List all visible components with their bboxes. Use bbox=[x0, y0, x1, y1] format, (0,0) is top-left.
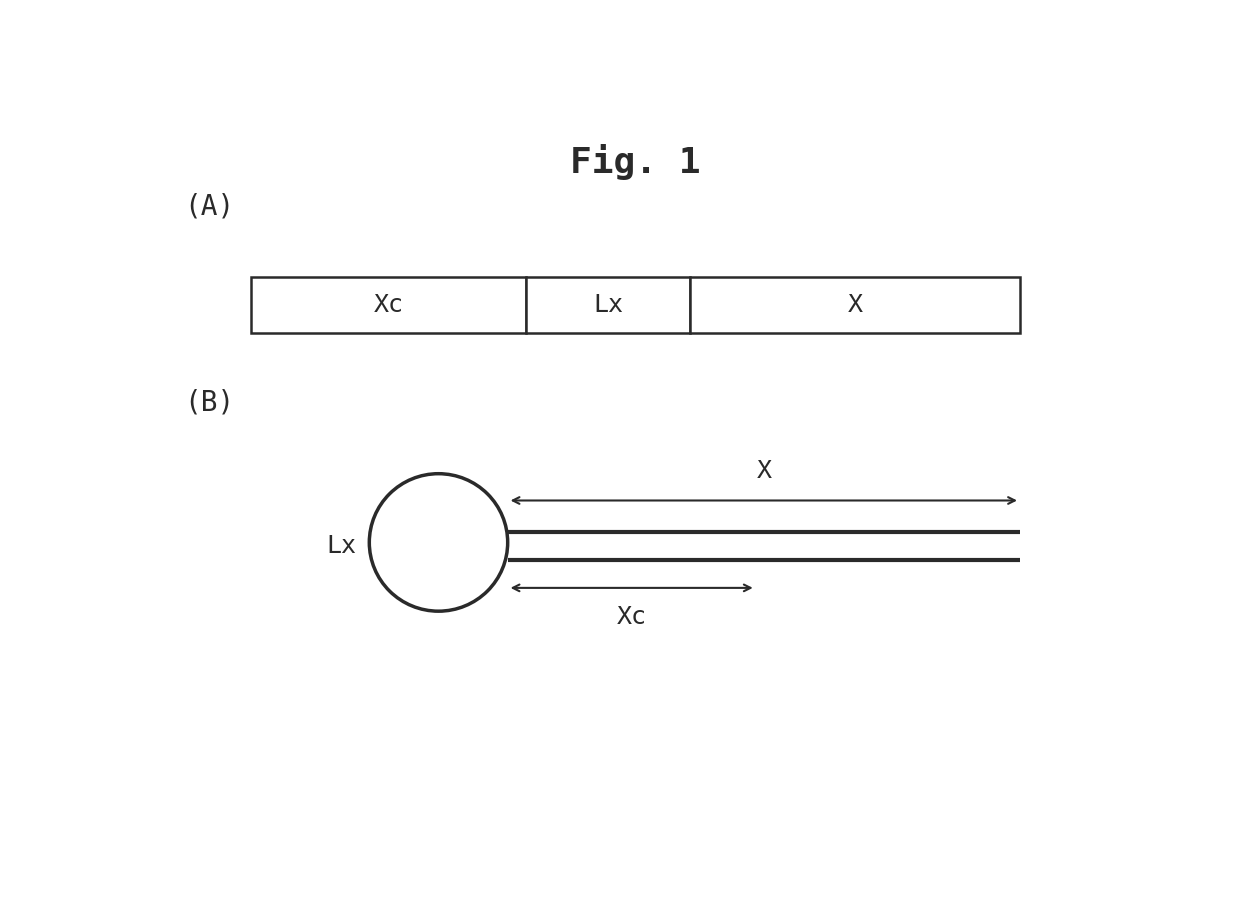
Text: Xc: Xc bbox=[616, 606, 646, 629]
Text: Lx: Lx bbox=[327, 534, 357, 558]
Bar bbox=[250, 277, 526, 332]
Text: X: X bbox=[756, 459, 771, 483]
Text: X: X bbox=[848, 292, 863, 317]
Text: Fig. 1: Fig. 1 bbox=[570, 144, 701, 180]
Text: (B): (B) bbox=[184, 389, 234, 417]
Text: Lx: Lx bbox=[593, 292, 622, 317]
Text: (A): (A) bbox=[184, 192, 234, 221]
Bar bbox=[691, 277, 1019, 332]
Bar bbox=[526, 277, 691, 332]
Text: Xc: Xc bbox=[373, 292, 403, 317]
